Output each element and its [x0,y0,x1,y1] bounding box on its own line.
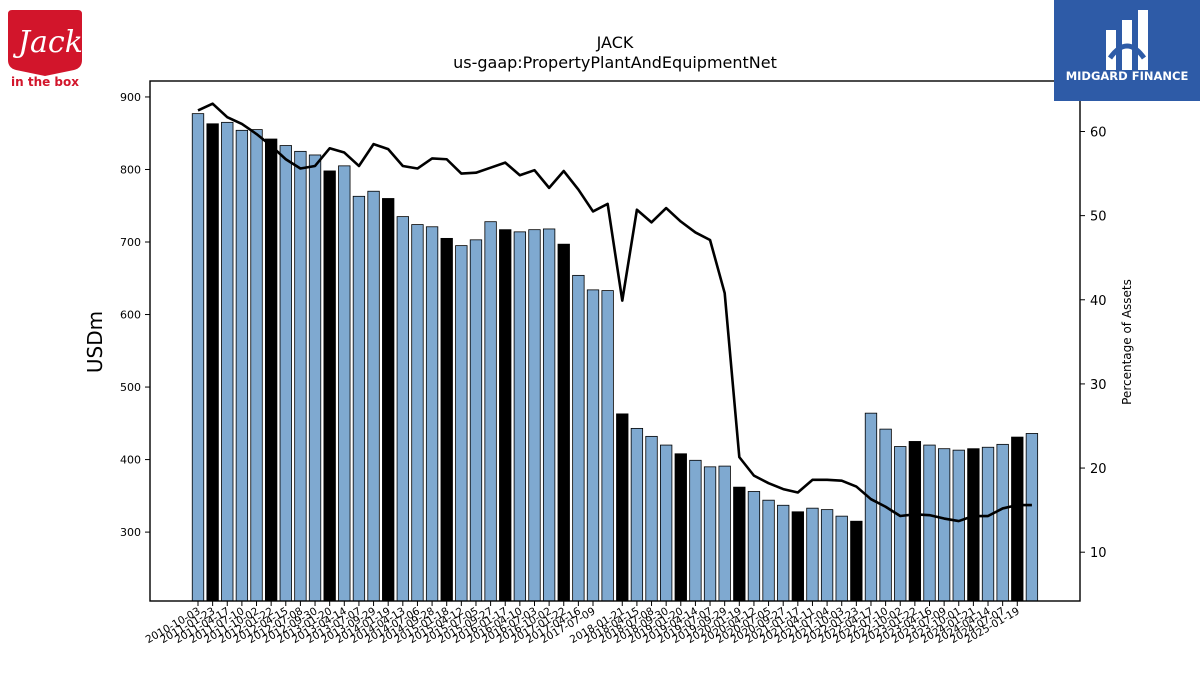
bar [806,507,819,602]
bar [937,448,951,602]
bar [733,486,746,602]
right-tick-label: 10 [1090,546,1107,561]
y2-axis-label: Percentage of Assets [1120,279,1134,405]
bar [221,121,234,602]
bar [791,511,804,602]
bar [645,435,658,602]
bar [996,443,1009,602]
left-tick-label: 700 [120,236,141,249]
bar [411,224,424,602]
chart-subtitle: us-gaap:PropertyPlantAndEquipmentNet [453,53,777,72]
bar [367,190,380,602]
svg-text:MIDGARD FINANCE: MIDGARD FINANCE [1066,69,1189,83]
bar [572,274,585,602]
chart-title: JACK [596,33,634,52]
bar [250,129,263,602]
bar [981,446,995,602]
right-tick-label: 40 [1090,294,1107,309]
bar [835,515,848,602]
bar [967,448,980,602]
svg-text:Jack: Jack [12,25,83,60]
bar [528,229,541,602]
right-axis-ticks: 10 20 30 40 50 60 [1080,125,1107,561]
left-tick-label: 800 [120,163,141,176]
bar [820,509,834,602]
bar [235,129,249,602]
bar [191,113,205,602]
bar [455,245,468,602]
bar [703,466,717,602]
bar [323,170,336,602]
bar [279,145,292,602]
left-tick-label: 600 [120,309,141,322]
midgard-finance-logo: MIDGARD FINANCE [1054,0,1200,101]
x-axis-ticks: 2010-10-032011-01-232011-04-172011-07-10… [144,601,1022,646]
bar [674,453,687,602]
bar [484,221,497,602]
bar [425,226,439,602]
bar [616,413,629,602]
left-tick-label: 400 [120,454,141,467]
bar [264,138,278,602]
bar [850,520,863,602]
bar [440,237,453,602]
bar [308,154,322,602]
bar [206,123,219,602]
jack-in-the-box-logo: Jack in the box [6,6,84,89]
bar [718,465,731,602]
bar [586,289,600,602]
bar-series [191,113,1039,602]
bar [879,428,892,602]
bar [542,228,556,602]
bar [864,412,878,602]
left-axis-ticks: 300 400 500 600 700 800 900 [120,91,150,539]
bar [499,229,512,602]
bar [601,290,614,602]
right-tick-label: 60 [1090,125,1107,140]
left-tick-label: 300 [120,526,141,539]
svg-text:in the box: in the box [11,75,79,88]
line-series-layer [197,102,1032,523]
left-tick-label: 500 [120,381,141,394]
right-tick-label: 30 [1090,378,1107,393]
bar [294,150,307,602]
bar [660,444,673,602]
bar [352,195,366,602]
axes [149,80,1081,602]
percentage-line [197,102,1032,523]
bar [557,243,570,602]
bar [923,444,936,602]
y-axis-label: USDm [83,311,107,373]
bar [1025,433,1039,602]
bar [762,499,775,602]
plot-frame [149,80,1081,602]
bar [513,231,527,602]
bar [396,216,409,602]
bar [382,198,395,602]
bar [894,446,907,602]
bar [630,427,644,602]
left-tick-label: 900 [120,91,141,104]
right-tick-label: 50 [1090,210,1107,225]
bar [908,441,922,602]
right-tick-label: 20 [1090,462,1107,477]
bar [777,504,790,602]
bar [338,165,351,602]
bar [469,239,483,602]
bar [689,459,702,602]
bar [1011,436,1024,602]
bar [952,449,965,602]
bar [747,491,761,602]
